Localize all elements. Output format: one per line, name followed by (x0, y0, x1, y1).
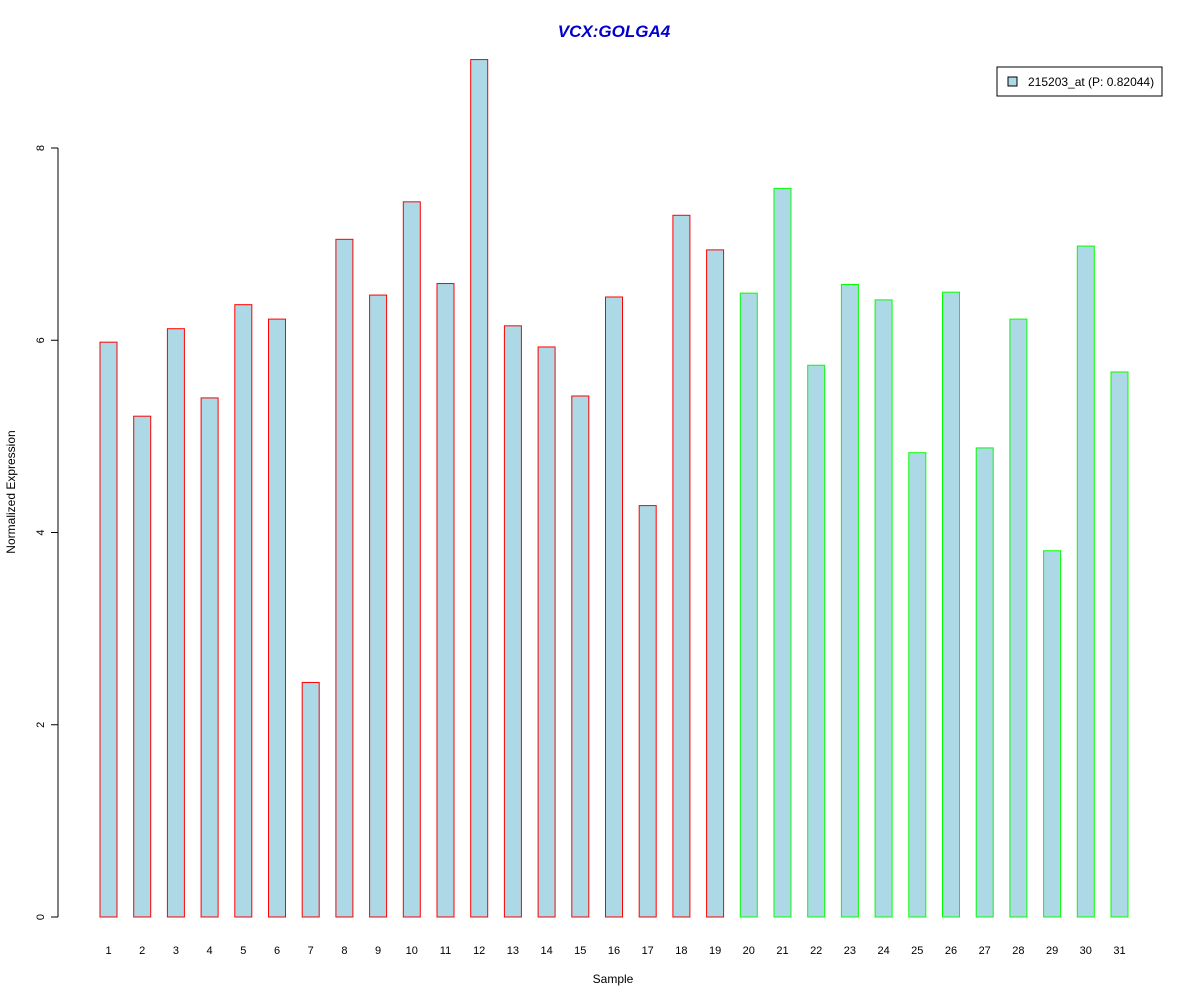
y-axis: 0 2 4 6 8 (35, 145, 59, 920)
y-tick-label: 2 (35, 722, 47, 728)
bar-sample-21 (773, 187, 792, 918)
bar-sample-11 (436, 283, 455, 918)
x-tick-label: 15 (574, 945, 586, 957)
bar-sample-23 (840, 283, 859, 918)
bar-sample-28 (1009, 318, 1028, 918)
bar-sample-13 (503, 325, 522, 918)
y-tick-label: 8 (35, 145, 47, 151)
x-tick-label: 8 (341, 945, 347, 957)
bar-sample-29 (1043, 550, 1062, 918)
bar-sample-15 (571, 395, 590, 918)
bar-sample-16 (605, 296, 623, 918)
bar-sample-8 (335, 238, 354, 918)
bar-sample-3 (166, 328, 185, 918)
x-tick-label: 17 (642, 945, 654, 957)
x-tick-label: 14 (540, 945, 552, 957)
legend-swatch (1007, 76, 1018, 87)
legend-box (996, 66, 1163, 97)
x-tick-label: 21 (776, 945, 788, 957)
bar-sample-18 (672, 214, 691, 918)
x-tick-labels: 1 2 3 4 5 6 7 8 9 10 11 12 13 14 15 16 17 18 19 20 21 22 23 24 2… (105, 945, 1125, 957)
bar-sample-19 (706, 249, 725, 918)
bar-sample-14 (537, 346, 556, 918)
bars (99, 59, 1129, 918)
x-tick-label: 7 (308, 945, 314, 957)
x-tick-label: 4 (207, 945, 213, 957)
bar-sample-7 (301, 681, 320, 918)
x-tick-label: 30 (1080, 945, 1092, 957)
bar-sample-4 (200, 397, 219, 918)
bar-sample-22 (807, 364, 826, 918)
x-tick-label: 22 (810, 945, 822, 957)
bar-sample-20 (739, 292, 758, 918)
x-tick-label: 29 (1046, 945, 1058, 957)
x-tick-label: 2 (139, 945, 145, 957)
y-tick-label: 6 (35, 337, 47, 343)
bar-sample-5 (234, 304, 253, 918)
x-tick-label: 23 (844, 945, 856, 957)
x-tick-label: 12 (473, 945, 485, 957)
x-tick-label: 9 (375, 945, 381, 957)
y-tick-label: 0 (35, 914, 47, 920)
bar-sample-30 (1076, 245, 1095, 918)
x-tick-label: 19 (709, 945, 721, 957)
x-axis-label: Sample (593, 972, 634, 986)
bar-sample-31 (1110, 371, 1129, 918)
bar-sample-2 (133, 415, 152, 918)
x-tick-label: 13 (507, 945, 519, 957)
legend: 215203_at (P: 0.82044) (996, 66, 1163, 97)
x-tick-label: 28 (1012, 945, 1024, 957)
x-tick-label: 3 (173, 945, 179, 957)
x-tick-label: 5 (240, 945, 246, 957)
x-tick-label: 26 (945, 945, 957, 957)
x-tick-label: 1 (105, 945, 111, 957)
legend-entry: 215203_at (P: 0.82044) (1028, 75, 1154, 89)
x-tick-label: 25 (911, 945, 923, 957)
bar-sample-1 (99, 341, 118, 918)
bar-sample-9 (369, 294, 388, 918)
x-tick-label: 24 (877, 945, 889, 957)
bar-sample-6 (268, 318, 286, 918)
bar-sample-24 (874, 299, 893, 918)
x-tick-label: 31 (1113, 945, 1125, 957)
x-tick-label: 6 (274, 945, 280, 957)
y-axis-label: Normalized Expression (4, 430, 18, 553)
x-tick-label: 20 (743, 945, 755, 957)
bar-sample-17 (638, 505, 657, 918)
x-tick-label: 18 (675, 945, 687, 957)
x-tick-label: 11 (440, 945, 451, 957)
x-tick-label: 16 (608, 945, 620, 957)
bar-sample-12 (470, 59, 489, 918)
x-tick-label: 10 (406, 945, 418, 957)
y-tick-label: 4 (35, 529, 47, 535)
bar-sample-27 (975, 447, 994, 918)
bar-sample-10 (402, 201, 421, 918)
bar-sample-25 (908, 452, 927, 918)
chart-title: VCX:GOLGA4 (558, 22, 671, 41)
x-tick-label: 27 (979, 945, 991, 957)
bar-sample-26 (942, 291, 960, 918)
